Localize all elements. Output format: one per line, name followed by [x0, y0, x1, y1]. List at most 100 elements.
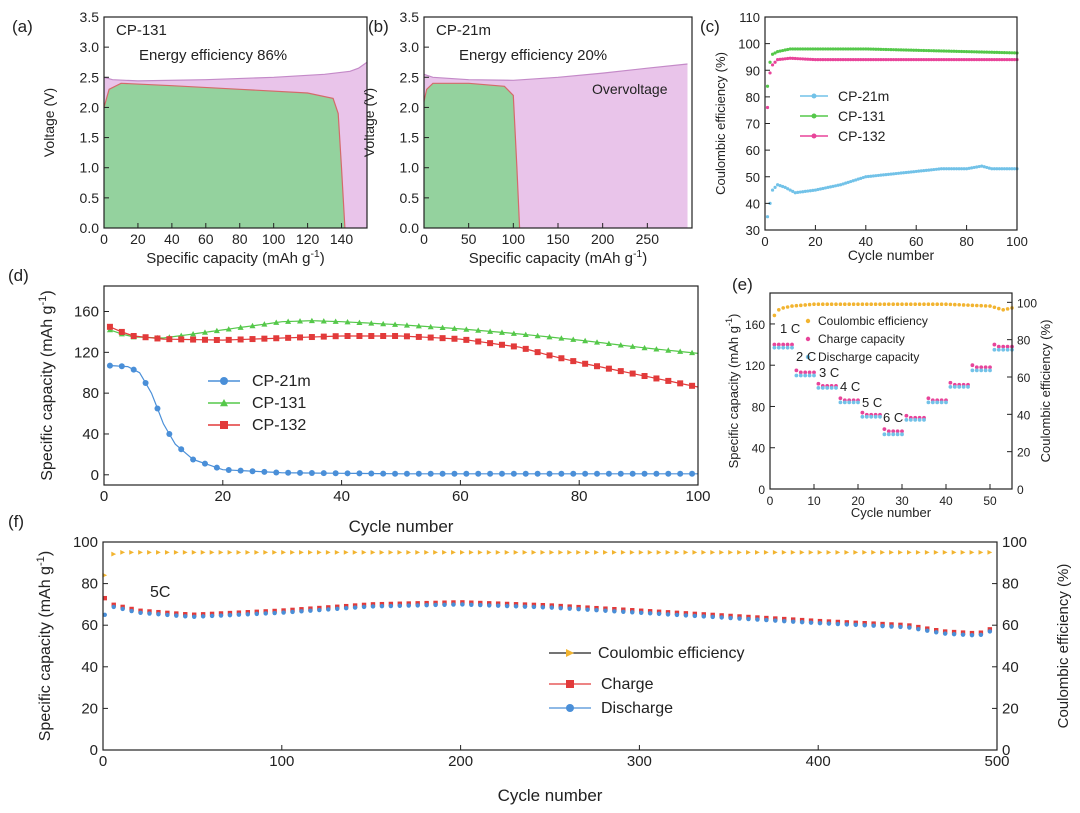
data-point-cp-132: [972, 58, 976, 62]
data-point-cp-132: [846, 58, 850, 62]
legend-marker-f: [566, 680, 574, 688]
data-point-cp-132: [816, 58, 820, 62]
data-point-cp-132: [475, 338, 482, 345]
data-point-discharge-capacity: [900, 432, 904, 437]
data-point-coulombic-efficiency: [290, 550, 295, 555]
data-point-discharge: [969, 632, 975, 638]
data-point-coulombic-efficiency: [957, 302, 961, 307]
data-point-coulombic-efficiency: [790, 304, 794, 308]
data-point-cp-132: [922, 58, 926, 62]
data-point-cp-21m: [924, 168, 928, 172]
data-point-cp-132: [831, 58, 835, 62]
data-point-discharge: [567, 606, 572, 611]
data-point-cp-21m: [967, 166, 971, 170]
data-point-cp-132: [617, 368, 624, 375]
data-point-charge-capacity: [979, 365, 984, 370]
data-point-coulombic-efficiency: [129, 550, 135, 555]
data-point-cp-132: [487, 340, 494, 347]
plot-frame-a: [103, 16, 368, 229]
data-point-coulombic-efficiency: [594, 550, 599, 555]
data-point-cp-131: [487, 328, 494, 334]
data-point-discharge: [871, 623, 876, 628]
data-point-cp-132: [249, 336, 256, 343]
panel-label-e: (e): [732, 275, 753, 294]
data-point-cp-132: [594, 363, 601, 370]
data-point-cp-21m: [836, 183, 840, 187]
data-point-cp-132: [954, 58, 959, 62]
data-point-cp-132: [788, 56, 792, 60]
data-point-coulombic-efficiency: [838, 302, 843, 307]
y2-axis-title-e: Coulombic efficiency (%): [1038, 320, 1053, 463]
data-point-coulombic-efficiency: [540, 550, 546, 555]
panel-label-a: (a): [12, 17, 33, 36]
data-point-cp-132: [118, 328, 125, 335]
data-point-charge-capacity: [798, 370, 803, 375]
data-point-coulombic-efficiency: [308, 550, 313, 555]
data-point-cp-131: [841, 47, 845, 51]
data-point-cp-132: [992, 58, 996, 62]
data-point-cp-131: [1007, 51, 1012, 55]
data-point-coulombic-efficiency: [816, 302, 821, 307]
efficiency-annotation-b: Energy efficiency 20%: [459, 47, 607, 64]
data-point-coulombic-efficiency: [953, 302, 957, 307]
data-point-coulombic-efficiency: [164, 550, 170, 555]
data-point-cp-131: [985, 50, 989, 54]
y-tick-label-b: 2.5: [400, 69, 420, 85]
y-tick-label-c: 60: [746, 143, 760, 158]
data-point-discharge: [433, 602, 438, 608]
data-point-cp-21m: [605, 470, 612, 477]
data-point-cp-131: [308, 317, 315, 324]
data-point-cp-21m: [118, 363, 125, 370]
data-point-cp-132: [927, 58, 931, 62]
data-point-cp-132: [841, 58, 845, 62]
data-point-cp-131: [629, 343, 636, 349]
data-point-cp-21m: [629, 470, 636, 477]
data-point-cp-131: [912, 48, 916, 52]
x-tick-label-f: 200: [448, 753, 473, 770]
efficiency-annotation-a: Energy efficiency 86%: [139, 47, 287, 64]
y2-tick-label-e: 40: [1017, 408, 1031, 422]
data-point-coulombic-efficiency: [236, 550, 242, 555]
data-point-charge-capacity: [838, 396, 843, 401]
data-point-coulombic-efficiency: [325, 550, 331, 555]
data-point-coulombic-efficiency: [728, 550, 733, 555]
data-point-discharge-capacity: [913, 417, 918, 422]
data-point-cp-21m: [902, 171, 906, 175]
y-tick-label-d: 160: [74, 304, 99, 321]
data-point-cp-132: [1005, 58, 1009, 62]
y2-tick-label-f: 20: [1002, 700, 1019, 717]
data-point-cp-21m: [942, 167, 946, 171]
data-point-coulombic-efficiency: [785, 305, 790, 309]
data-point-cp-21m: [919, 169, 923, 173]
data-point-cp-21m: [1012, 167, 1017, 171]
data-point-coulombic-efficiency: [343, 550, 349, 555]
data-point-cp-131: [942, 49, 946, 53]
data-point-charge-capacity: [996, 344, 1001, 349]
data-point-cp-131: [894, 48, 898, 52]
data-point-cp-21m: [884, 173, 888, 177]
panel-label-d: (d): [8, 266, 29, 285]
data-point-cp-131: [818, 47, 823, 51]
legend-label-e: Coulombic efficiency: [818, 314, 928, 328]
data-point-coulombic-efficiency: [603, 550, 608, 555]
data-point-discharge: [326, 607, 331, 612]
data-point-cp-131: [954, 49, 959, 53]
data-point-cp-21m: [368, 470, 375, 477]
y-tick-label-a: 0.5: [80, 190, 100, 206]
data-point-discharge-capacity: [838, 400, 843, 405]
data-point-cp-131: [781, 48, 785, 53]
data-point-cp-21m: [869, 174, 873, 178]
data-point-cp-21m: [912, 170, 916, 174]
data-point-cp-132: [871, 58, 875, 62]
data-point-cp-132: [879, 58, 883, 62]
data-point-charge-capacity: [781, 342, 786, 347]
data-point-cp-132: [776, 58, 780, 62]
data-point-cp-21m: [1000, 167, 1004, 171]
data-point-cp-132: [985, 58, 989, 62]
legend-label-c: CP-21m: [838, 88, 889, 104]
data-point-cp-131: [889, 48, 893, 52]
data-point-discharge: [245, 612, 251, 617]
data-point-discharge: [630, 610, 635, 615]
data-point-discharge: [209, 613, 215, 619]
data-point-discharge: [191, 614, 197, 619]
